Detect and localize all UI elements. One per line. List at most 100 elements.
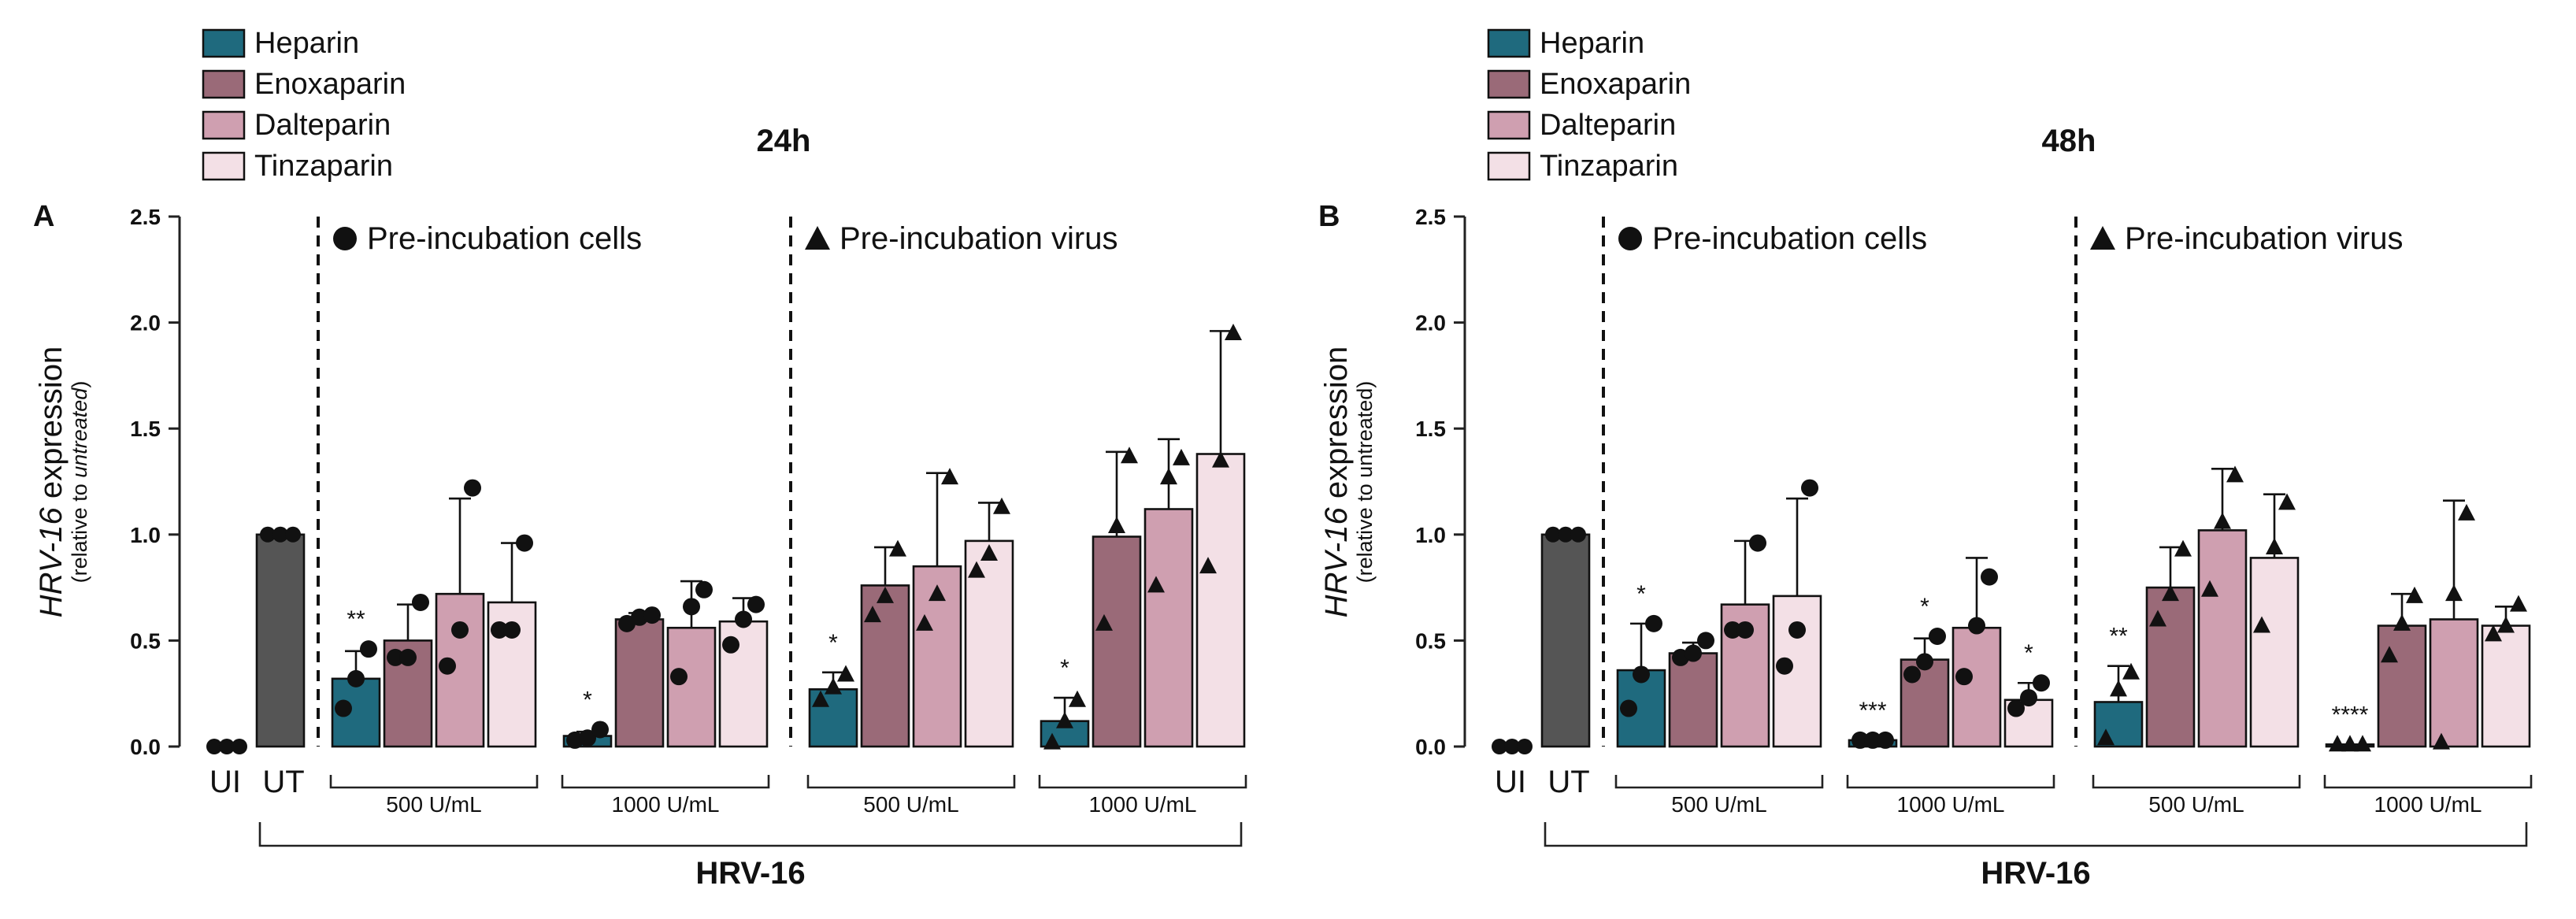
legend-label-tinzaparin: Tinzaparin	[254, 150, 393, 183]
y-axis-sublabel: (relative to untreated)	[1353, 381, 1377, 584]
point-control-ut	[1570, 526, 1586, 543]
y-tick-label: 1.5	[130, 417, 161, 441]
panel-title: 24h	[757, 124, 811, 158]
control-label-ut: UT	[262, 765, 304, 799]
bar-control-ut	[1540, 533, 1591, 748]
y-axis-sublabel-pre: (relative to untreated)	[1353, 381, 1377, 584]
point-triangle	[2162, 584, 2179, 602]
panel-label: B	[1318, 200, 1340, 233]
dose-bracket	[806, 775, 1016, 789]
y-tick-label: 1.5	[1415, 417, 1446, 441]
y-axis-sublabel-post: )	[68, 381, 91, 388]
panel-a: Heparin Enoxaparin Dalteparin Tinzaparin A 24…	[33, 27, 1247, 891]
point-control-ut	[272, 526, 288, 543]
point-triangle	[2433, 732, 2450, 750]
y-tick-label: 2.5	[1415, 205, 1446, 229]
section-marker-circle	[333, 227, 357, 250]
dose-bracket	[2092, 775, 2301, 789]
y-tick-label: 1.0	[1415, 523, 1446, 547]
legend-label-dalteparin: Dalteparin	[254, 109, 391, 142]
point-circle	[1801, 479, 1818, 497]
significance-label: ***	[1859, 698, 1886, 724]
point-control-ut	[1545, 526, 1561, 543]
point-circle	[503, 621, 521, 639]
point-circle	[387, 648, 404, 666]
dose-bracket	[1846, 775, 2055, 789]
point-triangle	[2393, 613, 2411, 631]
point-triangle	[1056, 711, 1073, 728]
point-triangle	[2266, 537, 2283, 554]
point-circle	[1981, 568, 1998, 586]
dose-label: 1000 U/mL	[612, 792, 720, 817]
point-control-ui	[1492, 739, 1507, 754]
point-triangle	[2485, 624, 2502, 642]
section-marker-triangle	[805, 226, 830, 250]
point-triangle	[2329, 735, 2346, 752]
point-circle	[1788, 621, 1806, 639]
y-tick-label: 0.5	[130, 628, 161, 653]
point-triangle	[2354, 735, 2371, 752]
point-circle	[579, 729, 596, 747]
section-label-cells: Pre-incubation cells	[1652, 221, 1927, 256]
point-triangle	[2201, 580, 2218, 597]
point-triangle	[889, 539, 906, 557]
y-tick-label: 2.0	[1415, 311, 1446, 335]
point-triangle	[837, 665, 854, 682]
dose-label: 1000 U/mL	[1897, 792, 2005, 817]
point-triangle	[928, 584, 946, 602]
point-circle	[670, 668, 688, 686]
significance-label: ****	[2332, 702, 2369, 728]
point-circle	[335, 699, 352, 717]
y-axis-label-rest: expression	[34, 346, 69, 508]
point-triangle	[2149, 610, 2166, 627]
dose-label: 500 U/mL	[2148, 792, 2244, 817]
point-circle	[2020, 689, 2037, 707]
point-circle	[516, 534, 533, 552]
y-tick-label: 0.5	[1415, 628, 1446, 653]
point-control-ut	[1558, 526, 1573, 543]
x-axis-label: HRV-16	[1981, 856, 2090, 891]
legend-label-enoxaparin: Enoxaparin	[254, 68, 406, 101]
bar-heparin	[2093, 701, 2144, 748]
point-control-ui	[1504, 739, 1520, 754]
point-circle	[591, 721, 609, 739]
point-triangle	[2253, 616, 2270, 633]
dose-bracket	[329, 775, 539, 789]
point-circle	[722, 636, 739, 654]
point-circle	[695, 580, 713, 598]
bar-tinzaparin	[2481, 624, 2531, 748]
point-circle	[1633, 665, 1650, 684]
legend-label-tinzaparin: Tinzaparin	[1540, 150, 1678, 183]
significance-label: *	[1636, 581, 1646, 607]
y-axis-label-rest: expression	[1319, 346, 1354, 508]
bar-enoxaparin	[2377, 624, 2427, 748]
point-circle	[2007, 699, 2025, 717]
bar-enoxaparin	[1668, 652, 1718, 748]
bar-heparin	[808, 688, 858, 748]
point-circle	[1645, 614, 1662, 632]
point-triangle	[1121, 447, 1138, 464]
point-triangle	[2381, 646, 2398, 663]
legend-swatch-enoxaparin	[1487, 69, 1531, 99]
point-triangle	[877, 586, 894, 603]
section-label-virus: Pre-incubation virus	[840, 221, 1118, 256]
point-circle	[1776, 657, 1793, 675]
point-circle	[1685, 644, 1702, 662]
hrv-bracket	[1544, 822, 2528, 847]
point-control-ui	[1517, 739, 1533, 754]
point-triangle	[2510, 595, 2527, 612]
bar-enoxaparin	[860, 584, 910, 748]
point-circle	[643, 606, 661, 624]
dose-bracket	[1614, 775, 1824, 789]
point-circle	[1929, 628, 1946, 646]
point-triangle	[812, 690, 829, 707]
point-triangle	[980, 544, 998, 561]
point-triangle	[1108, 517, 1125, 534]
significance-label: *	[583, 687, 592, 713]
point-circle	[1620, 699, 1637, 717]
control-label-ut: UT	[1547, 765, 1589, 799]
y-tick-label: 2.5	[130, 205, 161, 229]
bar-enoxaparin	[1092, 535, 1142, 748]
point-circle	[451, 621, 469, 639]
